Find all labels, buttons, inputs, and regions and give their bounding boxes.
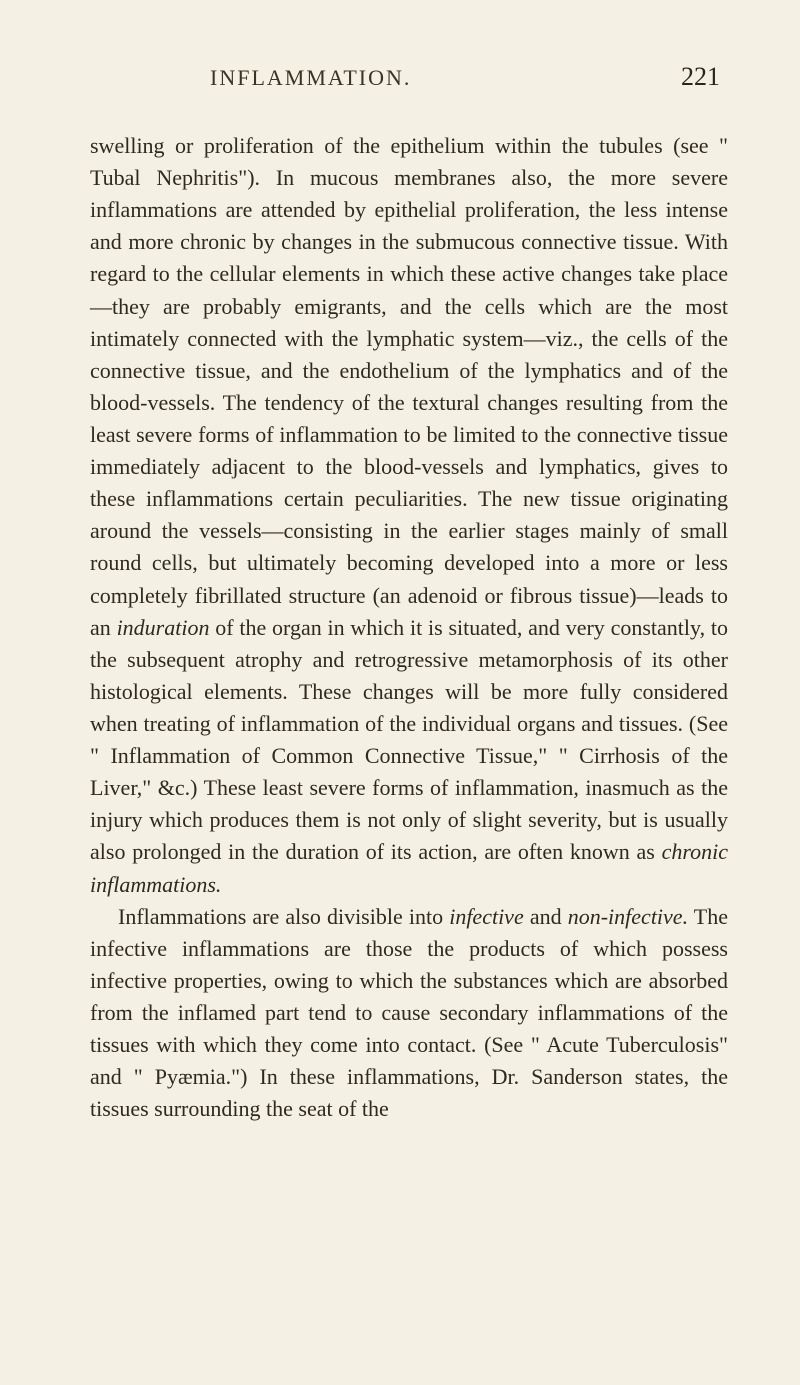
page-number: 221 <box>681 62 720 92</box>
paragraph-1: swelling or proliferation of the epithel… <box>90 130 728 901</box>
p1-italic-induration: induration <box>117 615 210 640</box>
p2-italic-infective: infective <box>449 904 524 929</box>
paragraph-2: Inflammations are also divisible into in… <box>90 901 728 1126</box>
p1-cont1: of the organ in which it is situated, an… <box>90 615 728 865</box>
p1-text: swelling or proliferation of the epithel… <box>90 133 728 640</box>
p2-italic-noninfective: non-infective. <box>568 904 688 929</box>
page-header: INFLAMMATION. 221 <box>90 62 728 92</box>
body-text: swelling or proliferation of the epithel… <box>90 130 728 1125</box>
p2-cont: The infective inflammations are those th… <box>90 904 728 1122</box>
p2-start: Inflammations are also divisible into <box>118 904 449 929</box>
header-title: INFLAMMATION. <box>210 65 411 91</box>
p2-mid1: and <box>524 904 568 929</box>
